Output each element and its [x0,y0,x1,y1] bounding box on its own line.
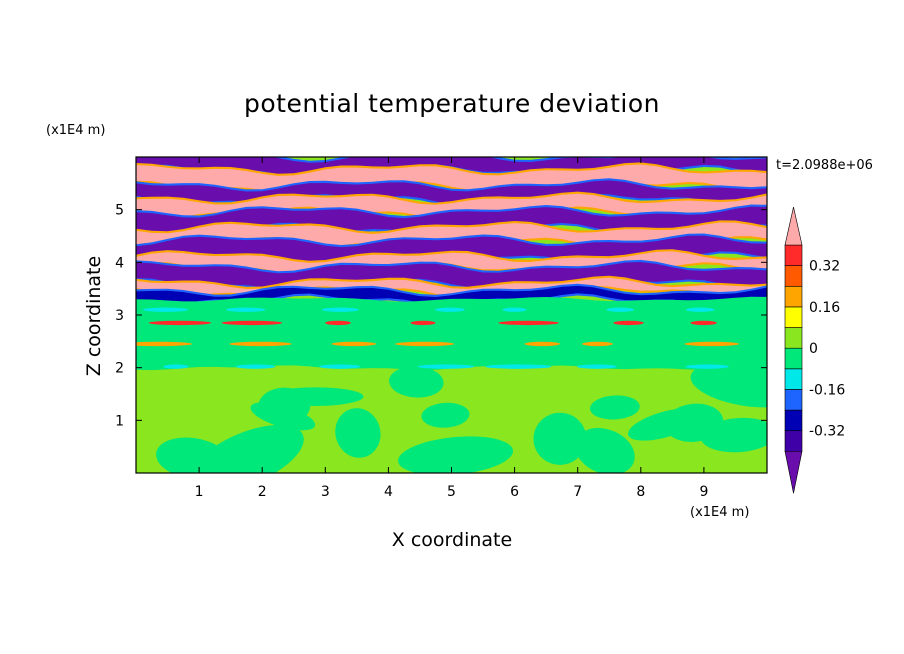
contour-blob [156,437,230,473]
band-purple [136,235,767,263]
y-tick-label: 3 [115,308,124,324]
contour-streak [613,320,644,326]
band-darkblue [136,285,767,305]
colorbar-swatch [784,389,803,411]
contour-blob [250,402,316,431]
x-tick-label: 5 [447,484,456,500]
band-purple [136,206,767,234]
contour-streak [524,341,561,347]
x-tick-label: 1 [195,484,204,500]
contour-streak [331,341,377,347]
contour-blob [389,366,444,398]
contour-streak [410,320,436,326]
y-tick-label: 2 [115,361,124,377]
contour-blob [421,402,470,428]
colorbar-swatch [784,327,803,349]
contour-blob [575,427,635,473]
y-tick-label: 5 [115,203,124,219]
band-pink [136,277,767,297]
contour-streak [229,341,292,347]
contour-streak [235,364,276,369]
colorbar-swatch [784,285,803,308]
contour-streak [485,364,552,369]
contour-streak [684,341,740,347]
colorbar-top-arrow [784,206,803,246]
colorbar-swatch [784,347,803,370]
contour-blob [589,395,640,420]
contour-streak [321,307,359,312]
x-tick-label: 2 [258,484,267,500]
colorbar-tick-label: 0.16 [809,300,840,316]
contour-streak [606,307,635,312]
colorbar-bottom-arrow [784,451,803,494]
colorbar-swatch [784,368,803,390]
contour-streak [417,364,475,369]
contour-streak [582,341,613,347]
contour-streak [163,364,189,369]
contour-streak [498,320,559,326]
contour-blob [700,417,767,453]
contour-streak [502,307,527,312]
colorbar-swatch [784,409,803,432]
x-tick-label: 3 [321,484,330,500]
contour-streak [225,307,266,312]
x-tick-label: 7 [573,484,582,500]
band-pink [136,193,767,219]
x-tick-label: 4 [384,484,393,500]
x-unit-label: (x1E4 m) [690,505,749,520]
x-tick-label: 9 [699,484,708,500]
colorbar-tick-label: 0.32 [809,259,840,275]
contour-blob [335,408,381,458]
x-axis: 1 2 3 4 5 6 7 8 9 [195,157,708,500]
contour-streak [434,307,465,312]
colorbar-swatch [784,244,803,266]
colorbar-tick-label: 0 [809,341,818,357]
contour-streak [136,341,193,347]
colorbar-swatch [784,430,803,452]
band-green [136,296,767,371]
colorbar: 0.32 0.16 0 -0.16 -0.32 [784,206,845,494]
contour-streak [576,364,617,369]
y-axis: 1 2 3 4 5 [115,203,767,429]
y-axis-label: Z coordinate [83,256,105,376]
contour-streak [685,364,729,369]
contour-streak [690,320,717,326]
contour-blob [533,412,587,465]
x-axis-label: X coordinate [392,529,512,551]
y-tick-label: 4 [115,255,124,271]
band-purple [136,180,767,205]
contour-streak [148,320,212,326]
contour-streak [319,364,361,369]
x-tick-label: 8 [636,484,645,500]
band-pink [136,251,767,274]
chart-title: potential temperature deviation [244,89,660,118]
contour-streak [395,341,455,347]
colorbar-swatch [784,265,803,287]
contour-streak [685,307,715,312]
contour-field [136,157,767,473]
contour-streak [221,320,283,326]
time-label: t=2.0988e+06 [776,158,873,173]
contour-blob [690,361,767,408]
colorbar-tick-label: -0.16 [809,382,845,398]
y-unit-label: (x1E4 m) [46,123,105,138]
colorbar-swatch [784,306,803,328]
contour-streak [325,320,351,326]
contour-blob [398,436,514,473]
band-purple [136,157,767,176]
contour-streak [142,307,189,312]
colorbar-tick-label: -0.32 [809,424,845,440]
plot-area [135,156,768,474]
contour-blob [627,408,703,441]
x-tick-label: 6 [510,484,519,500]
y-tick-label: 1 [115,413,124,429]
contour-blob [190,424,304,473]
